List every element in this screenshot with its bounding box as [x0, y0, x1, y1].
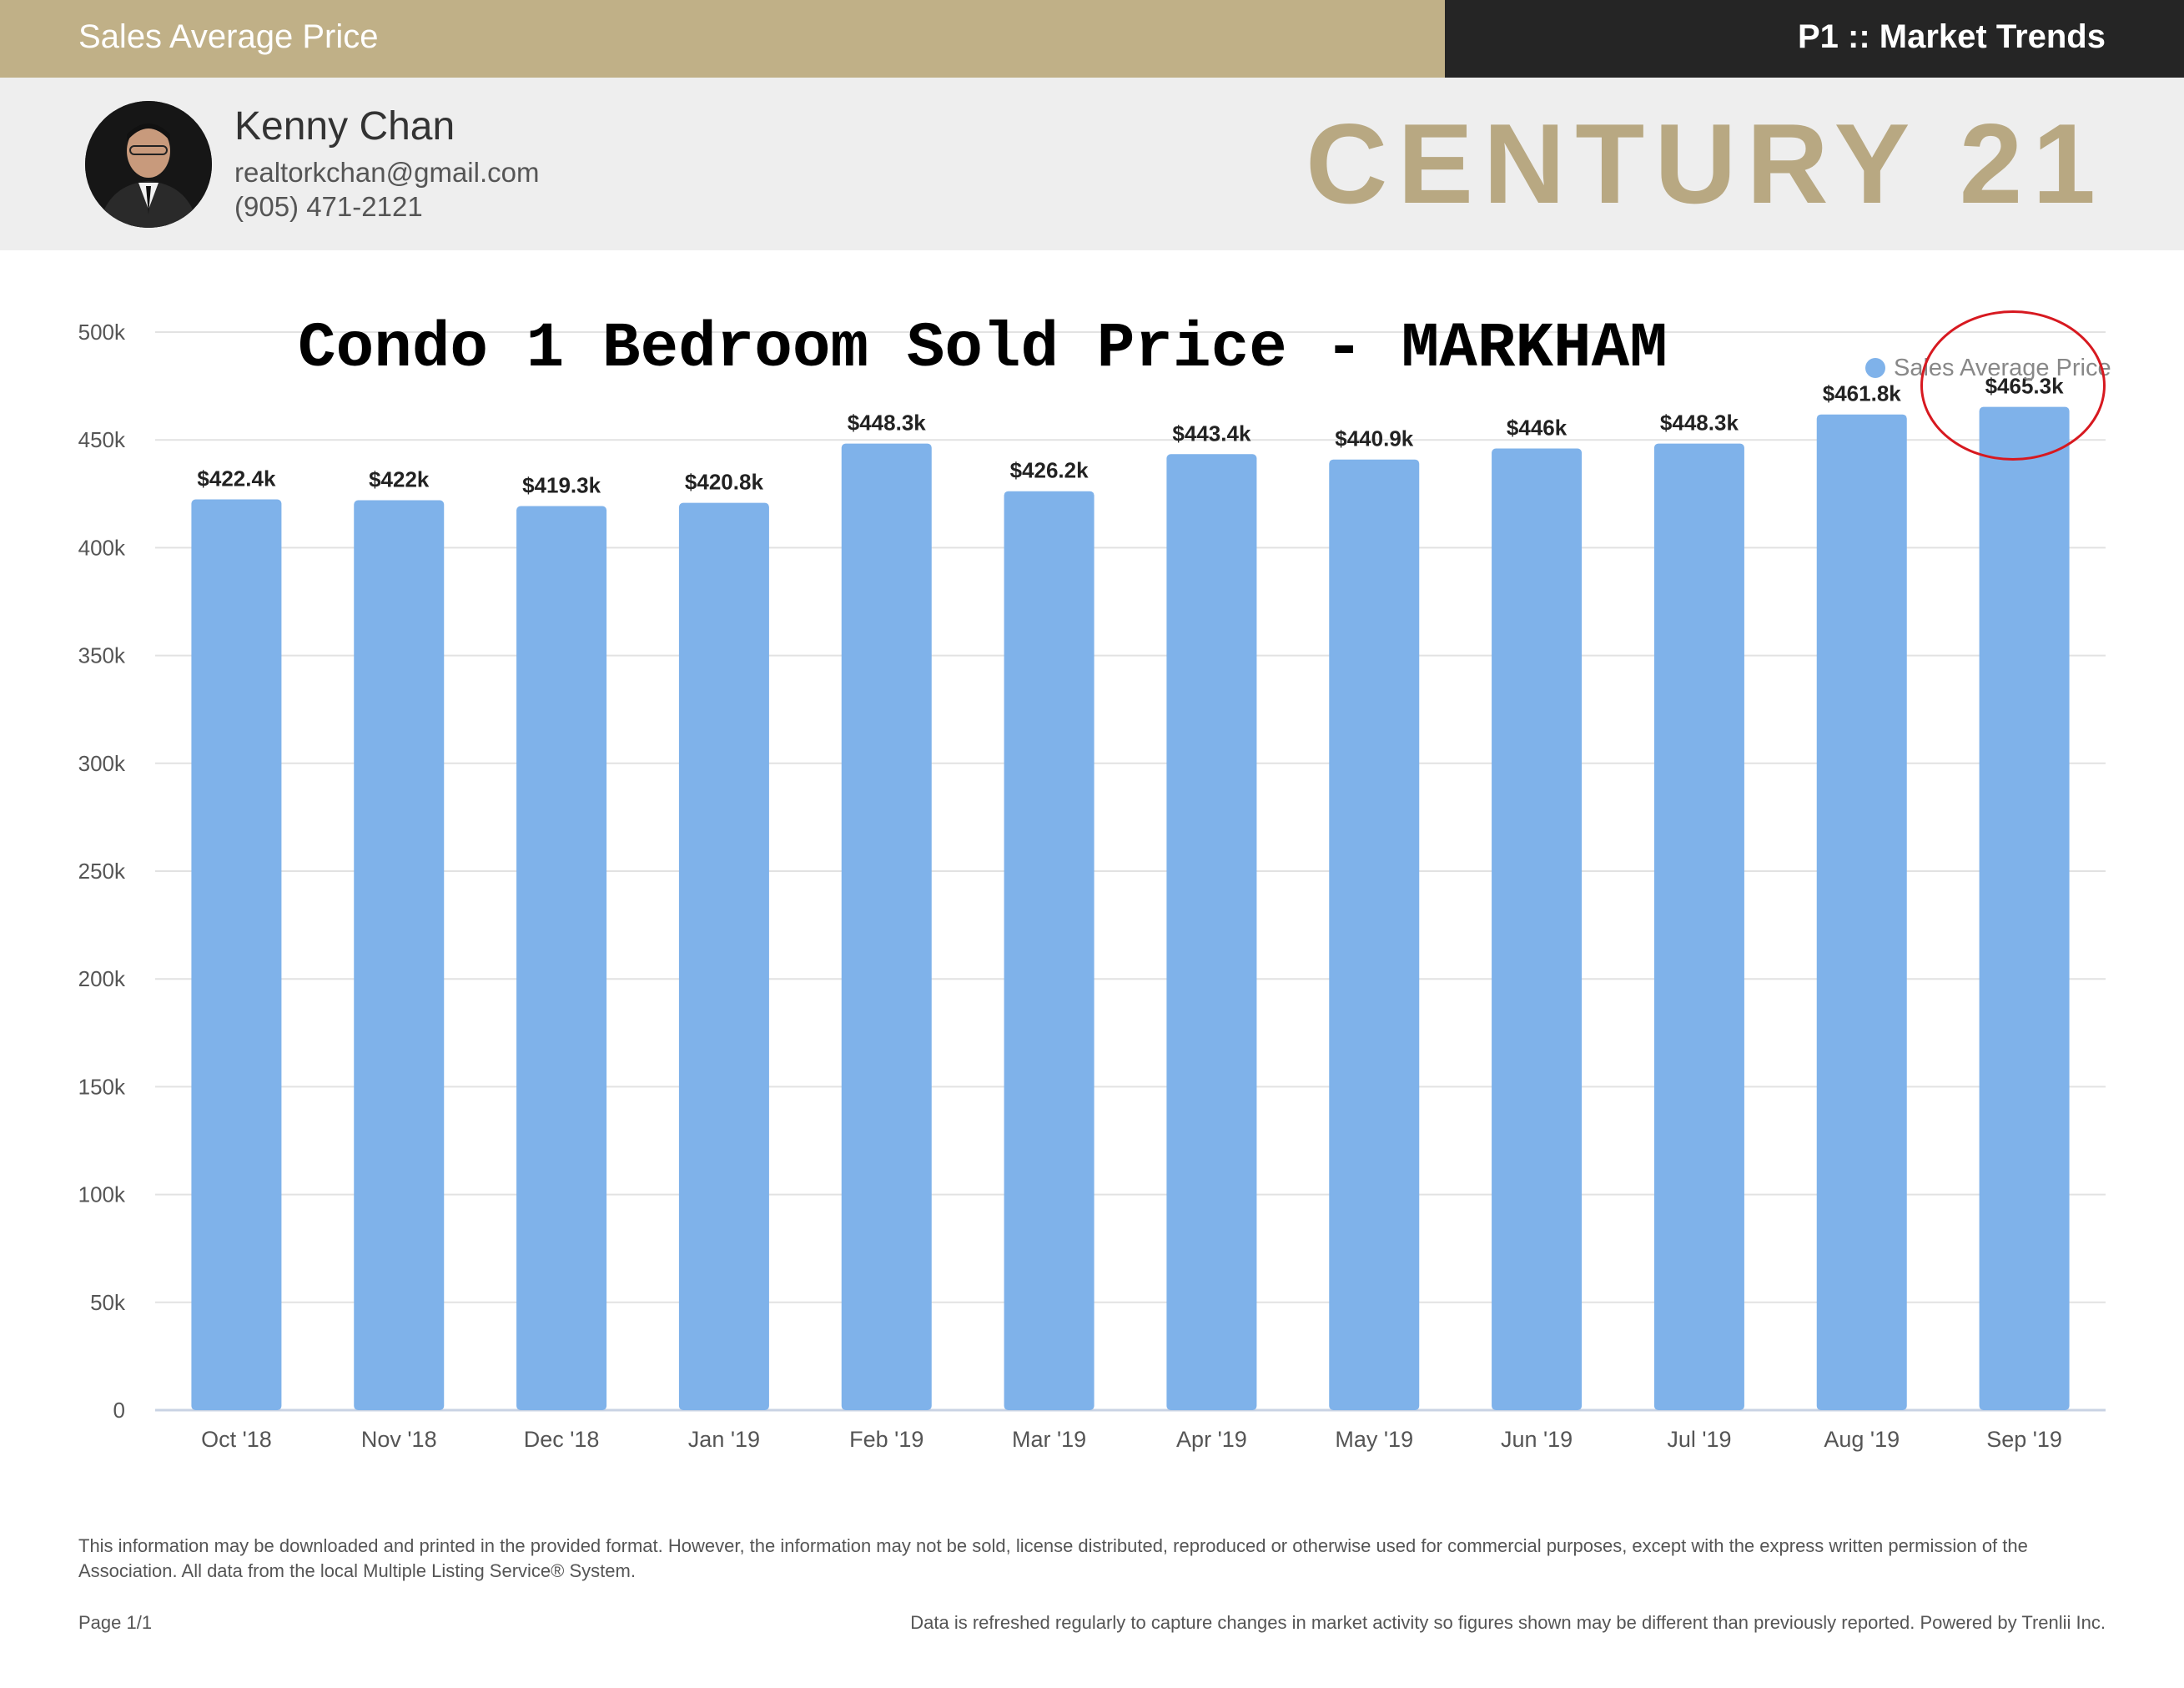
y-tick-label: 100k	[78, 1182, 126, 1207]
bar	[1653, 443, 1744, 1410]
x-tick-label: Oct '18	[201, 1427, 272, 1452]
x-tick-label: Feb '19	[849, 1427, 923, 1452]
bar	[1492, 448, 1583, 1410]
agent-photo-icon	[85, 101, 212, 228]
y-tick-label: 450k	[78, 427, 126, 452]
y-tick-label: 500k	[78, 320, 126, 345]
data-label: $426.2k	[1010, 458, 1089, 483]
bar	[1816, 414, 1907, 1411]
top-bar-gold-band	[0, 0, 1445, 78]
x-tick-label: Sep '19	[1986, 1427, 2062, 1452]
y-tick-label: 350k	[78, 643, 126, 668]
x-axis-ticks: Oct '18 Nov '18 Dec '18 Jan '19 Feb '19 Mar '…	[201, 1427, 2062, 1452]
data-labels: $422.4k $422k $419.3k $420.8k $448.3k $426.2k…	[197, 374, 2064, 498]
data-label: $448.3k	[1660, 411, 1739, 436]
highlight-circle	[1920, 310, 2106, 461]
agent-email: realtorkchan@gmail.com	[234, 157, 540, 188]
chart-title: Condo 1 Bedroom Sold Price - MARKHAM	[298, 313, 1668, 385]
chart-grid	[155, 331, 2106, 1412]
avatar	[85, 101, 212, 228]
page-number: Page 1/1	[78, 1612, 153, 1633]
y-tick-label: 200k	[78, 966, 126, 991]
x-tick-label: May '19	[1335, 1427, 1413, 1452]
x-tick-label: Mar '19	[1012, 1427, 1086, 1452]
data-label: $419.3k	[522, 473, 601, 498]
data-label: $461.8k	[1823, 381, 1902, 406]
x-tick-label: Jun '19	[1501, 1427, 1573, 1452]
y-tick-label: 50k	[90, 1290, 126, 1315]
section-label: P1 :: Market Trends	[1797, 18, 2106, 55]
bar	[1004, 491, 1095, 1410]
bar	[841, 443, 932, 1410]
y-tick-label: 150k	[78, 1074, 126, 1099]
bar-chart: 0 50k 100k 150k 200k 250k 300k 350k 400k 450k 500k…	[78, 320, 2106, 1452]
data-label: $446k	[1507, 416, 1568, 441]
x-tick-label: Jul '19	[1667, 1427, 1731, 1452]
x-tick-label: Nov '18	[361, 1427, 437, 1452]
y-tick-label: 400k	[78, 535, 126, 560]
y-tick-label: 250k	[78, 859, 126, 884]
x-tick-label: Jan '19	[688, 1427, 760, 1452]
data-label: $440.9k	[1335, 426, 1414, 451]
agent-phone: (905) 471-2121	[234, 191, 423, 222]
bar	[1329, 459, 1420, 1411]
x-tick-label: Dec '18	[524, 1427, 600, 1452]
x-tick-label: Aug '19	[1824, 1427, 1900, 1452]
y-tick-label: 300k	[78, 751, 126, 776]
bar	[1979, 406, 2070, 1410]
bar	[678, 502, 769, 1410]
data-label: $420.8k	[685, 470, 764, 495]
bar	[354, 500, 445, 1410]
legend-swatch	[1865, 358, 1885, 379]
data-label: $443.4k	[1172, 421, 1251, 446]
bar	[516, 506, 607, 1410]
bar	[191, 499, 282, 1411]
page-title: Sales Average Price	[78, 18, 379, 55]
bar	[1166, 454, 1257, 1410]
y-tick-label: 0	[113, 1398, 125, 1423]
data-label: $448.3k	[848, 411, 927, 436]
agent-name: Kenny Chan	[234, 104, 455, 149]
top-bar: Sales Average Price P1 :: Market Trends	[0, 0, 2184, 78]
data-label: $422k	[369, 467, 430, 492]
data-label: $422.4k	[197, 466, 276, 491]
top-bar-dark-band	[1445, 0, 2184, 78]
brand-logo: CENTURY 21	[1306, 100, 2106, 227]
y-axis-ticks: 0 50k 100k 150k 200k 250k 300k 350k 400k 450k 500k	[78, 320, 126, 1423]
disclaimer: This information may be downloaded and p…	[78, 1535, 2028, 1581]
x-tick-label: Apr '19	[1176, 1427, 1247, 1452]
agent-header	[0, 78, 2184, 250]
refresh-note: Data is refreshed regularly to capture c…	[910, 1612, 2106, 1633]
chart-bars	[191, 406, 2070, 1411]
